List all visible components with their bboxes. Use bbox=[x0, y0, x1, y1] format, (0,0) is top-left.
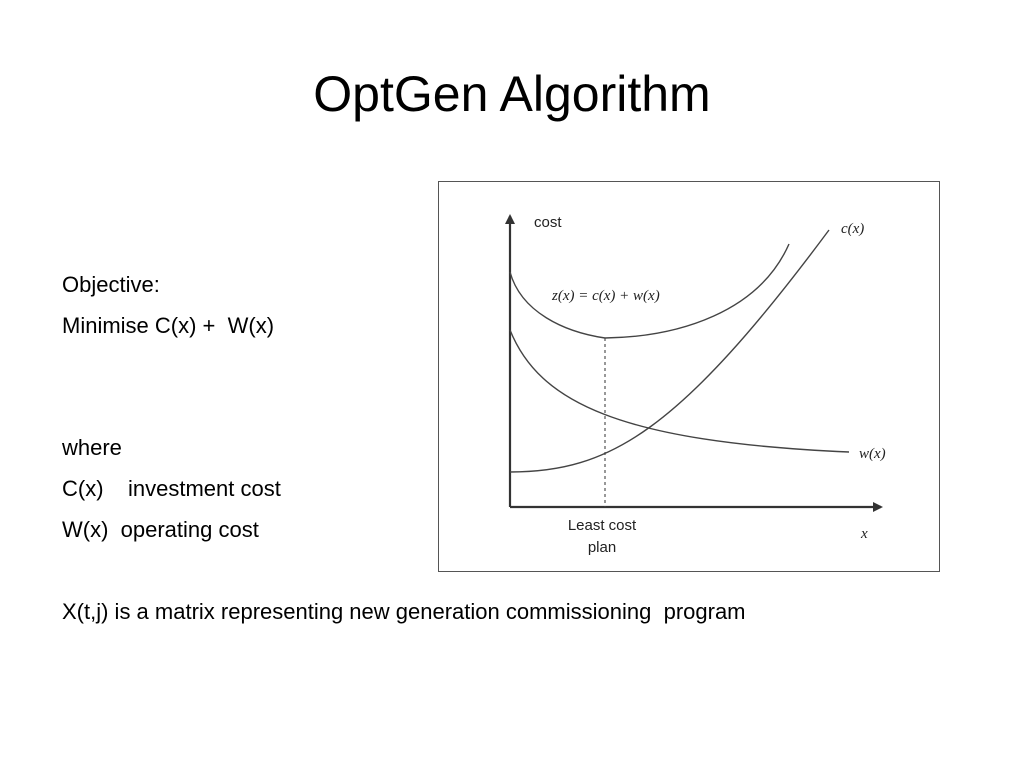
least-cost-label-line2: plan bbox=[588, 539, 616, 556]
objective-label: Objective: bbox=[62, 272, 160, 297]
total-cost-curve bbox=[509, 243, 790, 339]
operating-cost-curve bbox=[509, 329, 850, 453]
x-axis-label: x bbox=[860, 526, 868, 542]
matrix-note: X(t,j) is a matrix representing new gene… bbox=[62, 599, 746, 624]
total-cost-curve-label: z(x) = c(x) + w(x) bbox=[551, 288, 660, 304]
definition-operating-cost: W(x) operating cost bbox=[62, 517, 259, 542]
investment-cost-curve bbox=[509, 229, 830, 473]
operating-cost-curve-label: w(x) bbox=[859, 446, 886, 462]
cost-curves-diagram: cost x z(x) = c(x) + w(x) c(x) w(x) Leas… bbox=[505, 214, 886, 556]
definition-investment-cost: C(x) investment cost bbox=[62, 476, 281, 501]
slide-title: OptGen Algorithm bbox=[313, 66, 711, 122]
where-label: where bbox=[62, 435, 122, 460]
y-axis-label: cost bbox=[534, 214, 562, 231]
cost-curves-figure: cost x z(x) = c(x) + w(x) c(x) w(x) Leas… bbox=[438, 181, 940, 572]
objective-text: Minimise C(x) + W(x) bbox=[62, 313, 275, 338]
least-cost-label-line1: Least cost bbox=[568, 517, 637, 534]
investment-cost-curve-label: c(x) bbox=[841, 221, 864, 237]
